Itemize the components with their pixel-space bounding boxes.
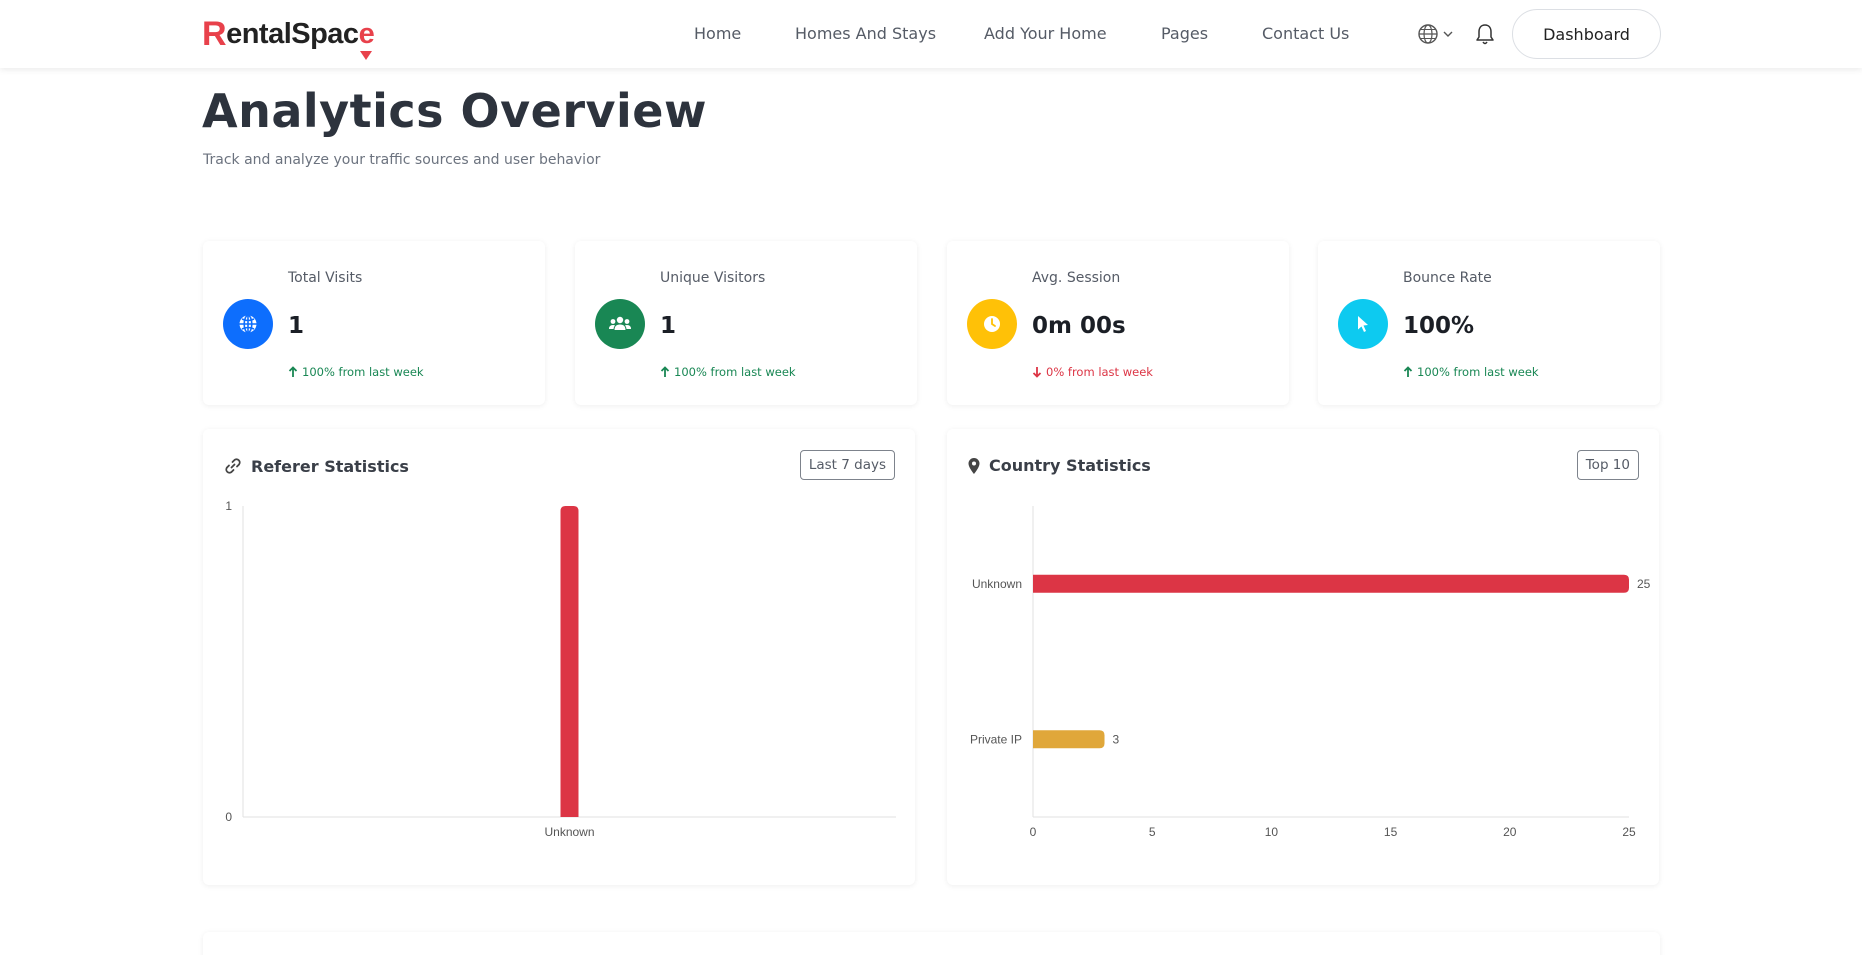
stat-value: 1 xyxy=(288,313,305,339)
stat-change-text: 100% from last week xyxy=(674,365,796,379)
referer-title-text: Referer Statistics xyxy=(251,456,409,476)
dashboard-button[interactable]: Dashboard xyxy=(1512,9,1661,59)
page-subtitle: Track and analyze your traffic sources a… xyxy=(203,152,601,168)
stat-label: Total Visits xyxy=(288,270,363,286)
globe-icon xyxy=(239,314,257,334)
stat-value: 0m 00s xyxy=(1032,313,1126,339)
stat-icon-circle xyxy=(223,299,273,349)
cursor-icon xyxy=(1358,316,1368,332)
map-pin-icon xyxy=(968,457,980,474)
arrow-down-icon xyxy=(1032,367,1042,378)
x-tick-label: Unknown xyxy=(544,825,594,839)
stat-value: 1 xyxy=(660,313,677,339)
nav-contact-us[interactable]: Contact Us xyxy=(1262,24,1350,43)
stat-label: Avg. Session xyxy=(1032,270,1121,286)
country-title-text: Country Statistics xyxy=(989,456,1151,475)
nav-home[interactable]: Home xyxy=(694,24,742,43)
stat-icon-circle xyxy=(1338,299,1388,349)
stat-change-text: 0% from last week xyxy=(1046,365,1153,379)
y-tick-label: 0 xyxy=(225,810,232,824)
stat-change-text: 100% from last week xyxy=(1417,365,1539,379)
next-section-card xyxy=(203,932,1660,955)
stat-card-avg-session: Avg. Session 0m 00s 0% from last week xyxy=(947,241,1289,405)
stat-value: 100% xyxy=(1403,313,1475,339)
stat-card-total-visits: Total Visits 1 100% from last week xyxy=(203,241,545,405)
x-tick-label: 25 xyxy=(1622,825,1636,839)
notifications-bell[interactable] xyxy=(1474,22,1496,46)
y-tick-label: Private IP xyxy=(970,732,1022,746)
x-tick-label: 15 xyxy=(1384,825,1398,839)
arrow-up-icon xyxy=(288,366,298,377)
stat-icon-circle xyxy=(967,299,1017,349)
data-label: 3 xyxy=(1113,732,1120,746)
x-tick-label: 0 xyxy=(1030,825,1037,839)
language-selector[interactable] xyxy=(1417,23,1457,45)
bar-private-ip xyxy=(1033,730,1105,749)
referer-bar-chart: 0 1 Unknown xyxy=(225,499,896,839)
stat-label: Unique Visitors xyxy=(660,270,766,286)
x-tick-label: 5 xyxy=(1149,825,1156,839)
country-card-title: Country Statistics xyxy=(967,456,1151,475)
globe-icon xyxy=(1418,24,1438,44)
users-icon xyxy=(609,316,631,330)
country-bar-chart: 0 5 10 15 20 25 Unknown 25 Private IP 3 xyxy=(970,506,1651,839)
arrow-up-icon xyxy=(1403,366,1413,377)
x-tick-label: 10 xyxy=(1265,825,1279,839)
clock-icon xyxy=(984,316,1000,332)
country-statistics-card: Country Statistics Top 10 0 5 10 15 20 25 Unkn… xyxy=(947,429,1659,885)
referer-statistics-card: Referer Statistics Last 7 days 0 1 Unknown xyxy=(203,429,915,885)
page-title: Analytics Overview xyxy=(202,84,707,138)
nav-pages[interactable]: Pages xyxy=(1161,24,1209,43)
bar-unknown xyxy=(1033,574,1629,593)
country-top-filter[interactable]: Top 10 xyxy=(1576,450,1639,480)
stat-label: Bounce Rate xyxy=(1403,270,1492,286)
stat-change: 100% from last week xyxy=(1403,365,1539,379)
arrow-up-icon xyxy=(660,366,670,377)
referer-range-filter[interactable]: Last 7 days xyxy=(799,450,895,480)
nav-add-your-home[interactable]: Add Your Home xyxy=(984,24,1107,43)
y-tick-label: Unknown xyxy=(972,577,1022,591)
stat-change: 0% from last week xyxy=(1032,365,1153,379)
bell-icon xyxy=(1476,24,1494,45)
nav-homes-and-stays[interactable]: Homes And Stays xyxy=(795,24,937,43)
stat-icon-circle xyxy=(595,299,645,349)
stat-change: 100% from last week xyxy=(660,365,796,379)
chevron-down-icon xyxy=(1443,31,1453,37)
bar-unknown xyxy=(560,506,579,817)
link-icon xyxy=(225,458,241,474)
x-tick-label: 20 xyxy=(1503,825,1517,839)
data-label: 25 xyxy=(1637,577,1651,591)
stat-card-unique-visitors: Unique Visitors 1 100% from last week xyxy=(575,241,917,405)
referer-card-title: Referer Statistics xyxy=(223,456,409,476)
stat-change-text: 100% from last week xyxy=(302,365,424,379)
stat-change: 100% from last week xyxy=(288,365,424,379)
y-tick-label: 1 xyxy=(225,499,232,513)
stat-card-bounce-rate: Bounce Rate 100% 100% from last week xyxy=(1318,241,1660,405)
